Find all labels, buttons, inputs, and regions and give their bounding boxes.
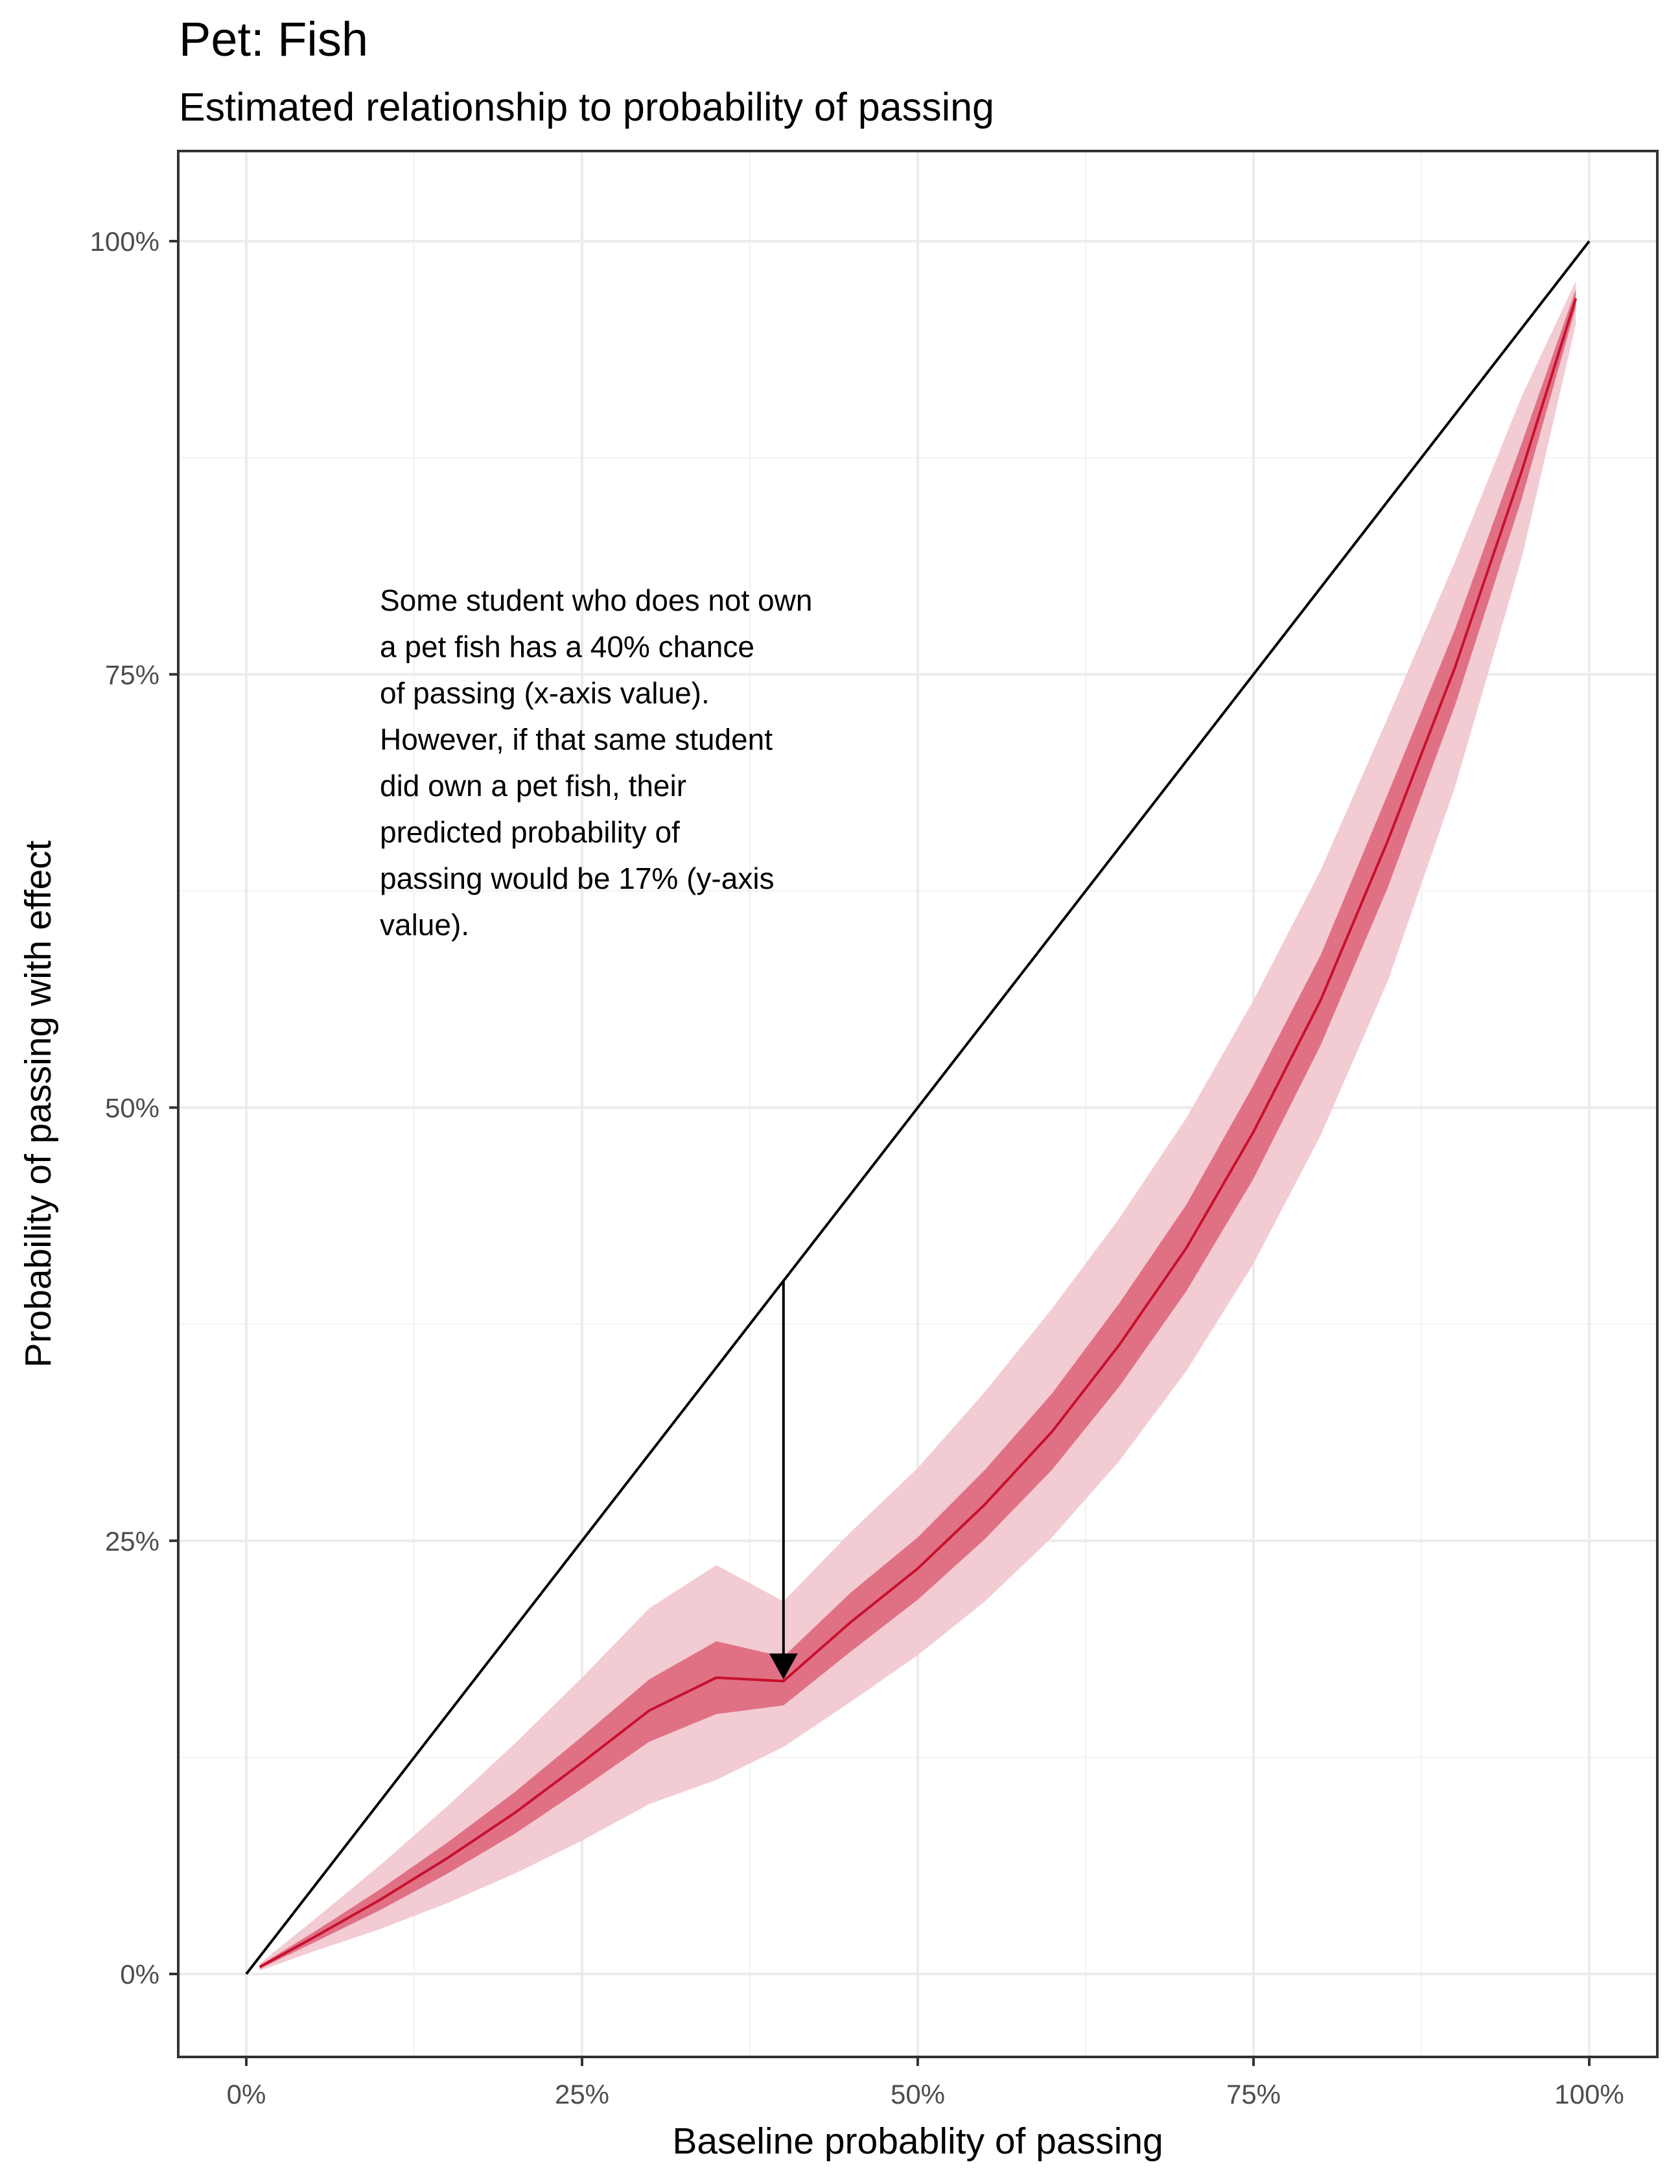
annotation-line: value). [380,908,469,942]
outer-confidence-band [259,281,1576,1971]
annotation-line: of passing (x-axis value). [380,676,710,710]
annotation-text: Some student who does not own a pet fish … [380,583,812,942]
y-tick-label: 100% [90,226,159,257]
annotation-line: a pet fish has a 40% chance [380,630,754,664]
chart-subtitle: Estimated relationship to probability of… [179,85,994,129]
x-tick-label: 100% [1554,2079,1624,2109]
annotation-line: did own a pet fish, their [380,769,686,803]
y-tick-label: 75% [105,659,159,690]
annotation-line: However, if that same student [380,723,773,757]
annotation-line: passing would be 17% (y-axis [380,862,775,895]
y-tick-label: 0% [120,1959,159,1990]
annotation-arrow-head [769,1653,798,1680]
y-axis-title: Probability of passing with effect [18,840,59,1367]
annotation-line: Some student who does not own [380,583,812,617]
annotation: Some student who does not own a pet fish … [380,583,812,1680]
reference-line [245,240,1591,1975]
x-tick-label: 0% [227,2079,266,2109]
series-lines [245,240,1591,1975]
annotation-line: predicted probability of [380,816,680,849]
x-tick-label: 75% [1226,2079,1281,2109]
grid [178,151,1657,2057]
x-tick-label: 50% [891,2079,945,2109]
y-tick-label: 25% [105,1526,159,1556]
x-tick-label: 25% [555,2079,609,2109]
axis-ticks: 0% 25% 50% 75% 100% 0% 25% 50% 75% 100% [90,226,1624,2109]
x-axis-title: Baseline probablity of passing [672,2120,1163,2162]
estimate-line [259,298,1578,1969]
confidence-bands [259,281,1576,1971]
chart-title: Pet: Fish [179,12,368,66]
y-tick-label: 50% [105,1093,159,1123]
